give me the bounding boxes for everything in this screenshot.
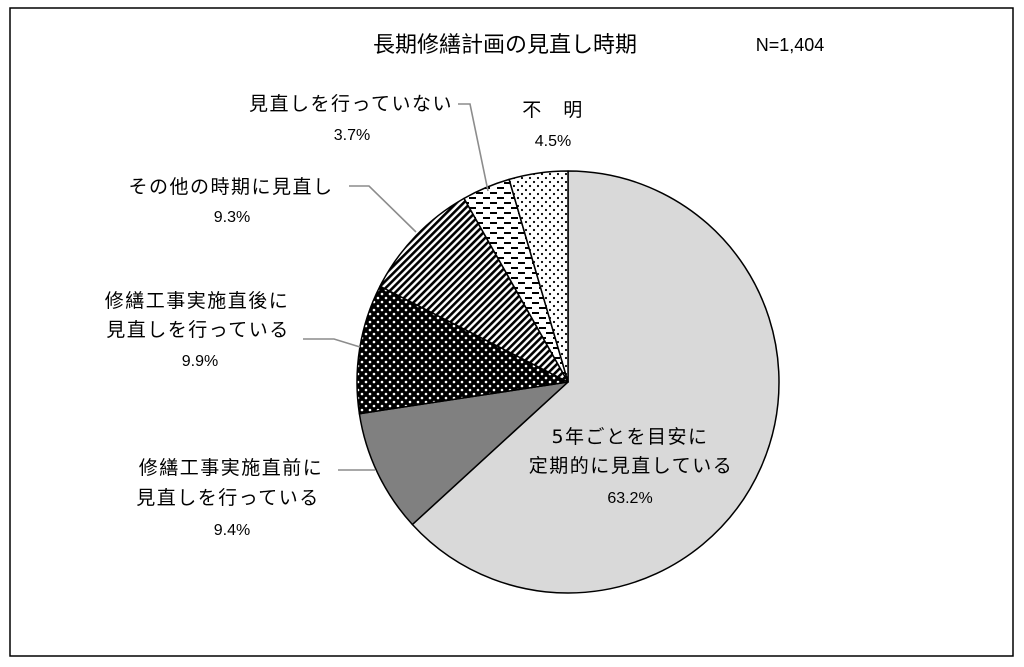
pie-slice-6 (508, 170, 569, 383)
pie-slice-4 (379, 197, 569, 383)
pie-slices (356, 170, 780, 594)
leader-line-after-work (303, 338, 361, 348)
slice-label-after-work-line2: 見直しを行っている (106, 319, 290, 341)
slice-value-before-work: 9.4% (214, 522, 250, 539)
slice-value-periodic: 63.2% (607, 490, 652, 507)
slice-label-after-work-line1: 修繕工事実施直後に (105, 290, 290, 312)
slice-labels: 5年ごとを目安に 定期的に見直している 63.2% 修繕工事実施直前に 見直しを… (105, 93, 733, 539)
slice-value-other-timing: 9.3% (214, 209, 250, 226)
slice-label-before-work-line1: 修繕工事実施直前に (139, 457, 324, 479)
leader-line-other-timing (349, 185, 417, 233)
sample-size-label: N=1,404 (756, 35, 825, 55)
slice-label-other-timing: その他の時期に見直し (128, 176, 333, 198)
slice-label-before-work-line2: 見直しを行っている (136, 487, 320, 509)
slice-value-no-review: 3.7% (334, 127, 370, 144)
pie-slice-1 (411, 170, 780, 594)
slice-value-after-work: 9.9% (182, 353, 218, 370)
slice-label-unknown: 不 明 (522, 99, 584, 121)
slice-label-no-review: 見直しを行っていない (249, 93, 453, 115)
pie-slice-3 (356, 285, 569, 415)
pie-slice-2 (358, 381, 569, 526)
slice-label-periodic-line2: 定期的に見直している (529, 455, 733, 477)
slice-value-unknown: 4.5% (535, 133, 571, 150)
leader-line-no-review (458, 103, 489, 192)
leader-lines (303, 103, 489, 471)
chart-title: 長期修繕計画の見直し時期 (373, 33, 637, 58)
slice-label-periodic-line1: 5年ごとを目安に (551, 426, 708, 448)
